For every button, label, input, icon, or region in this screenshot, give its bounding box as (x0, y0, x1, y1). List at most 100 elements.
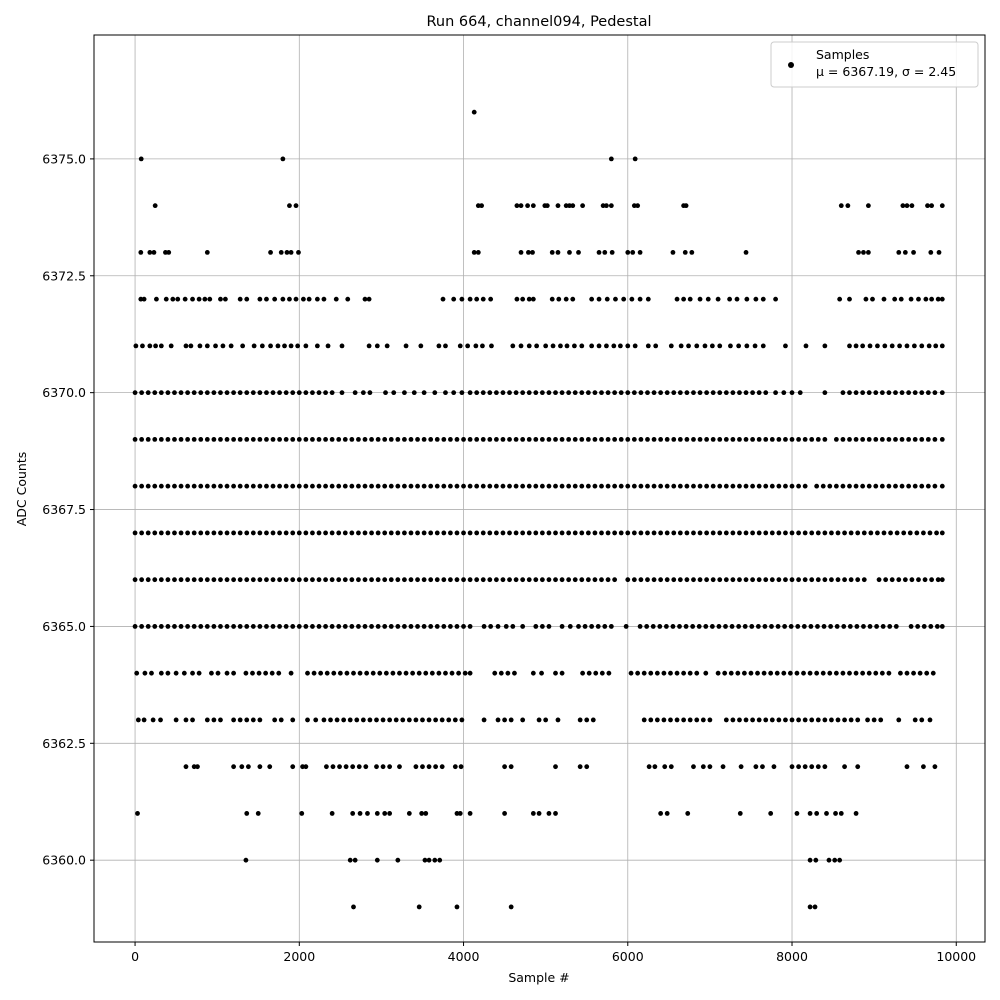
data-point (277, 530, 282, 536)
data-point (674, 296, 680, 302)
data-point (147, 249, 153, 255)
data-point (452, 764, 458, 770)
y-tick-label: 6362.5 (42, 736, 86, 751)
data-point (795, 624, 801, 629)
data-point (915, 624, 921, 629)
data-point (691, 390, 696, 396)
data-point (939, 624, 945, 629)
data-point (827, 670, 833, 676)
data-point (403, 670, 409, 676)
data-point (267, 764, 273, 770)
data-point (132, 483, 138, 489)
data-point (840, 390, 846, 396)
data-point (215, 670, 221, 676)
data-point (172, 530, 177, 536)
data-point (480, 296, 486, 302)
data-point (480, 483, 486, 489)
data-point (288, 343, 294, 349)
data-point (454, 483, 460, 489)
data-point (645, 483, 650, 489)
data-point (191, 577, 197, 583)
data-point (382, 811, 388, 816)
data-point (264, 483, 269, 489)
data-point (500, 530, 506, 536)
data-point (618, 483, 624, 489)
data-point (654, 670, 660, 676)
data-point (237, 483, 243, 489)
data-point (158, 624, 164, 629)
data-point (769, 624, 774, 629)
data-point (270, 483, 276, 489)
data-point (520, 530, 526, 536)
data-point (755, 624, 761, 629)
data-point (743, 483, 749, 489)
data-point (717, 390, 723, 396)
data-point (452, 717, 458, 723)
data-point (802, 577, 808, 583)
data-point (513, 577, 519, 583)
data-point (166, 249, 172, 255)
data-point (356, 437, 361, 442)
data-point (788, 624, 794, 629)
data-point (855, 530, 861, 536)
data-point (461, 437, 466, 442)
data-point (165, 670, 171, 676)
data-point (347, 717, 353, 723)
data-point (421, 577, 427, 583)
data-point (375, 437, 381, 442)
data-point (815, 577, 821, 583)
data-point (833, 811, 838, 816)
data-point (801, 670, 806, 676)
data-point (663, 624, 669, 629)
data-point (369, 483, 374, 489)
data-point (686, 343, 691, 349)
data-point (866, 390, 872, 396)
data-point (796, 764, 801, 770)
data-point (697, 437, 703, 442)
data-point (590, 717, 596, 723)
data-point (250, 624, 256, 629)
data-point (415, 577, 420, 583)
data-point (814, 483, 820, 489)
data-point (875, 530, 880, 536)
data-point (259, 343, 265, 349)
data-point (264, 390, 269, 396)
data-point (861, 530, 867, 536)
data-point (533, 577, 539, 583)
data-point (135, 717, 141, 723)
data-point (481, 717, 487, 723)
data-point (441, 437, 447, 442)
data-point (428, 530, 434, 536)
data-point (625, 483, 631, 489)
data-point (151, 249, 157, 255)
data-point (555, 203, 561, 209)
data-point (638, 437, 644, 442)
data-point (710, 530, 716, 536)
data-point (251, 343, 257, 349)
data-point (218, 483, 223, 489)
data-point (826, 857, 832, 863)
data-point (602, 249, 608, 255)
data-point (896, 577, 902, 583)
data-point (350, 811, 356, 816)
data-point (207, 296, 213, 302)
data-point (917, 670, 923, 676)
data-point (287, 296, 292, 302)
data-point (518, 203, 524, 209)
data-point (362, 296, 368, 302)
data-point (638, 530, 644, 536)
data-point (264, 437, 269, 442)
data-point (475, 203, 481, 209)
data-point (333, 296, 339, 302)
data-point (479, 203, 485, 209)
data-point (480, 577, 486, 583)
data-point (728, 670, 734, 676)
data-point (576, 624, 581, 629)
data-point (893, 390, 898, 396)
data-point (243, 857, 249, 863)
data-point (441, 624, 447, 629)
y-tick-label: 6372.5 (42, 268, 86, 283)
data-point (303, 624, 309, 629)
data-point (592, 437, 598, 442)
data-point (132, 577, 138, 583)
